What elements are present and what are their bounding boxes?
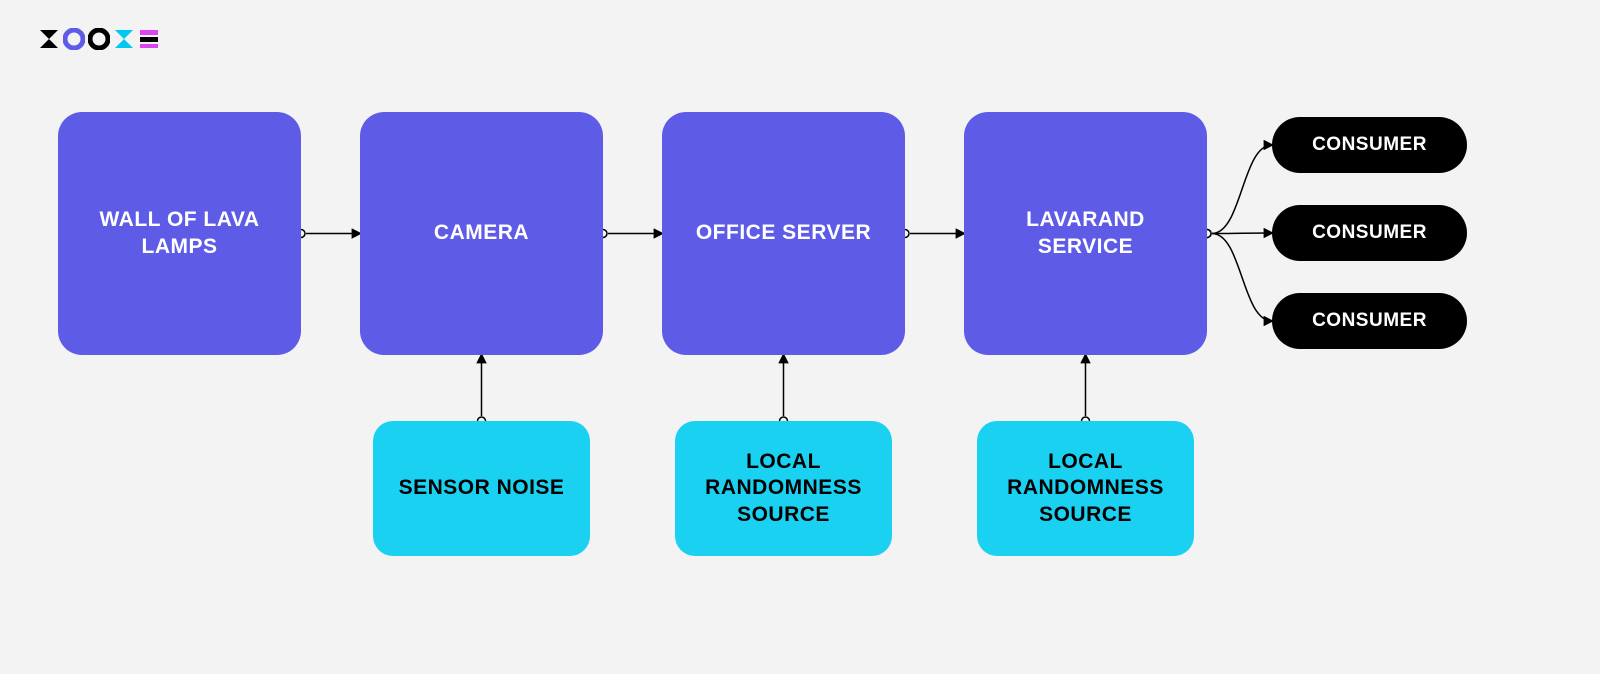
node-rand1: LOCAL RANDOMNESS SOURCE	[675, 421, 892, 556]
node-server-label: OFFICE SERVER	[696, 220, 871, 246]
node-camera-label: CAMERA	[434, 220, 529, 246]
node-c1: CONSUMER	[1272, 117, 1467, 173]
node-c3-label: CONSUMER	[1312, 309, 1427, 333]
node-c2: CONSUMER	[1272, 205, 1467, 261]
edge-lavarand-c2	[1212, 233, 1272, 234]
edge-lavarand-c1	[1212, 145, 1272, 234]
node-lavarand: LAVARAND SERVICE	[964, 112, 1207, 355]
node-rand1-label: LOCAL RANDOMNESS SOURCE	[691, 449, 876, 528]
node-c3: CONSUMER	[1272, 293, 1467, 349]
flow-diagram: WALL OF LAVA LAMPS CAMERA OFFICE SERVER LAV…	[0, 0, 1600, 674]
node-rand2: LOCAL RANDOMNESS SOURCE	[977, 421, 1194, 556]
node-lava: WALL OF LAVA LAMPS	[58, 112, 301, 355]
node-c1-label: CONSUMER	[1312, 133, 1427, 157]
node-noise-label: SENSOR NOISE	[399, 475, 565, 501]
node-lava-label: WALL OF LAVA LAMPS	[74, 207, 285, 260]
edge-lavarand-c3	[1212, 234, 1272, 322]
node-c2-label: CONSUMER	[1312, 221, 1427, 245]
node-noise: SENSOR NOISE	[373, 421, 590, 556]
node-rand2-label: LOCAL RANDOMNESS SOURCE	[993, 449, 1178, 528]
node-lavarand-label: LAVARAND SERVICE	[980, 207, 1191, 260]
node-camera: CAMERA	[360, 112, 603, 355]
node-server: OFFICE SERVER	[662, 112, 905, 355]
